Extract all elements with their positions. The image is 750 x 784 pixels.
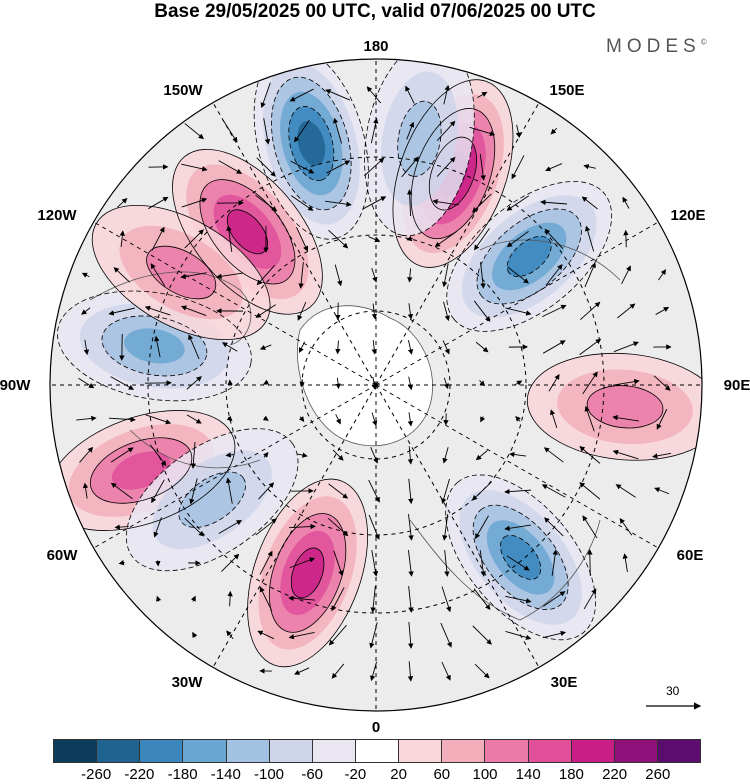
longitude-label-180: 180 [363,38,388,55]
colorbar-tick-label: 60 [433,766,450,783]
colorbar-tick-label: -140 [211,766,241,783]
colorbar-ticks: -260 -220 -180 -140 -100 -60 -20 20 60 100 140 180 2… [0,766,750,784]
colorbar-cell [529,740,572,762]
colorbar-cell [356,740,399,762]
colorbar-tick-label: -60 [301,766,323,783]
colorbar-cell [442,740,485,762]
colorbar-tick-label: -20 [345,766,367,783]
colorbar [53,739,701,763]
colorbar-tick-label: 260 [645,766,670,783]
colorbar-tick-label: -180 [168,766,198,783]
colorbar-cell [485,740,528,762]
colorbar-tick-label: 180 [559,766,584,783]
colorbar-tick-label: -220 [124,766,154,783]
longitude-label-90e: 90E [724,377,750,394]
colorbar-cell [54,740,97,762]
colorbar-cell [97,740,140,762]
colorbar-cell [572,740,615,762]
colorbar-tick-label: -100 [254,766,284,783]
longitude-label-30w: 30W [172,674,203,691]
colorbar-tick-label: 220 [602,766,627,783]
wind-arrow [626,231,627,247]
colorbar-cell [658,740,700,762]
colorbar-cell [183,740,226,762]
colorbar-cell [140,740,183,762]
longitude-label-60e: 60E [677,547,704,564]
longitude-label-30e: 30E [551,674,578,691]
wind-arrow [590,550,591,576]
longitude-label-120w: 120W [37,207,76,224]
colorbar-tick-label: 20 [390,766,407,783]
longitude-label-150w: 150W [163,82,202,99]
colorbar-tick-label: 100 [472,766,497,783]
reference-vector-label: 30 [666,684,679,698]
colorbar-tick-label: -260 [81,766,111,783]
colorbar-tick-label: 140 [516,766,541,783]
longitude-label-0: 0 [372,719,380,736]
longitude-label-60w: 60W [47,547,78,564]
colorbar-cell [313,740,356,762]
colorbar-cell [270,740,313,762]
longitude-label-150e: 150E [549,82,584,99]
wind-arrow [230,380,231,385]
longitude-label-90w: 90W [0,377,30,394]
colorbar-cell [615,740,658,762]
colorbar-cell [227,740,270,762]
longitude-label-120e: 120E [670,207,705,224]
colorbar-cell [399,740,442,762]
